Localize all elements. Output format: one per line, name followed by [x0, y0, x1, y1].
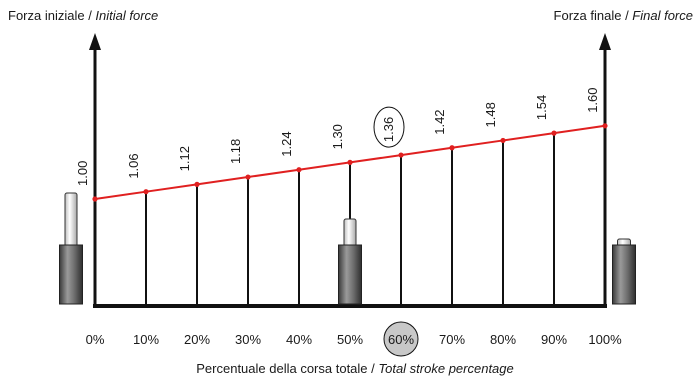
spring-icons — [59, 192, 636, 305]
spring-cylinder-icon — [59, 192, 83, 305]
x-axis-label: Percentuale della corsa totale / Total s… — [196, 361, 514, 376]
data-point — [143, 189, 149, 195]
data-point — [296, 167, 302, 173]
title-right: Forza finale / Final force — [554, 8, 693, 23]
value-label: 1.06 — [126, 153, 141, 178]
value-label: 1.00 — [75, 161, 90, 186]
x-tick-label: 100% — [588, 332, 622, 347]
data-point — [602, 123, 608, 129]
x-tick-label: 30% — [235, 332, 261, 347]
value-label: 1.42 — [432, 109, 447, 134]
force-line — [92, 123, 608, 202]
stroke-gridlines — [145, 133, 555, 306]
value-label: 1.12 — [177, 146, 192, 171]
title-left-italic: Initial force — [95, 8, 158, 23]
title-left-main: Forza iniziale / — [8, 8, 95, 23]
x-tick-label: 10% — [133, 332, 159, 347]
value-label: 1.18 — [228, 139, 243, 164]
right-axis-arrow — [599, 33, 611, 50]
spring-rod — [64, 192, 78, 248]
title-right-italic: Final force — [632, 8, 693, 23]
spring-body — [612, 244, 636, 305]
value-labels: 1.00 1.06 1.12 1.18 1.24 1.30 1.36 1.42 1.48 1.54… — [75, 87, 600, 186]
circled-tick-marker — [383, 321, 419, 357]
x-tick-label: 50% — [337, 332, 363, 347]
title-right-main: Forza finale / — [554, 8, 633, 23]
title-left: Forza iniziale / Initial force — [8, 8, 158, 23]
value-label: 1.54 — [534, 95, 549, 120]
circled-value-marker — [373, 106, 405, 148]
x-tick-label: 40% — [286, 332, 312, 347]
x-tick-label: 0% — [86, 332, 105, 347]
data-point — [245, 174, 251, 180]
spring-cylinder-icon — [338, 218, 362, 305]
data-point — [398, 152, 404, 158]
x-tick-label: 70% — [439, 332, 465, 347]
data-point — [194, 181, 200, 187]
x-tick-label: 20% — [184, 332, 210, 347]
x-axis-label-italic: Total stroke percentage — [378, 361, 513, 376]
data-point — [449, 145, 455, 151]
x-tick-labels: 0% 10% 20% 30% 40% 50% 60% 70% 80% 90% 100% — [86, 321, 622, 357]
value-label: 1.60 — [585, 87, 600, 112]
data-point — [347, 159, 353, 165]
x-tick-label: 90% — [541, 332, 567, 347]
value-label: 1.24 — [279, 131, 294, 156]
x-axis-label-main: Percentuale della corsa totale / — [196, 361, 378, 376]
spring-body — [338, 244, 362, 305]
value-label: 1.36 — [381, 117, 396, 142]
data-point — [92, 196, 98, 202]
spring-cylinder-icon — [612, 238, 636, 305]
x-tick-label: 60% — [388, 332, 414, 347]
spring-body — [59, 244, 83, 305]
left-axis-arrow — [89, 33, 101, 50]
data-point — [500, 137, 506, 144]
x-tick-label: 80% — [490, 332, 516, 347]
value-label: 1.30 — [330, 124, 345, 149]
data-point — [551, 130, 557, 136]
value-label: 1.48 — [483, 102, 498, 127]
spring-rod — [343, 218, 357, 248]
